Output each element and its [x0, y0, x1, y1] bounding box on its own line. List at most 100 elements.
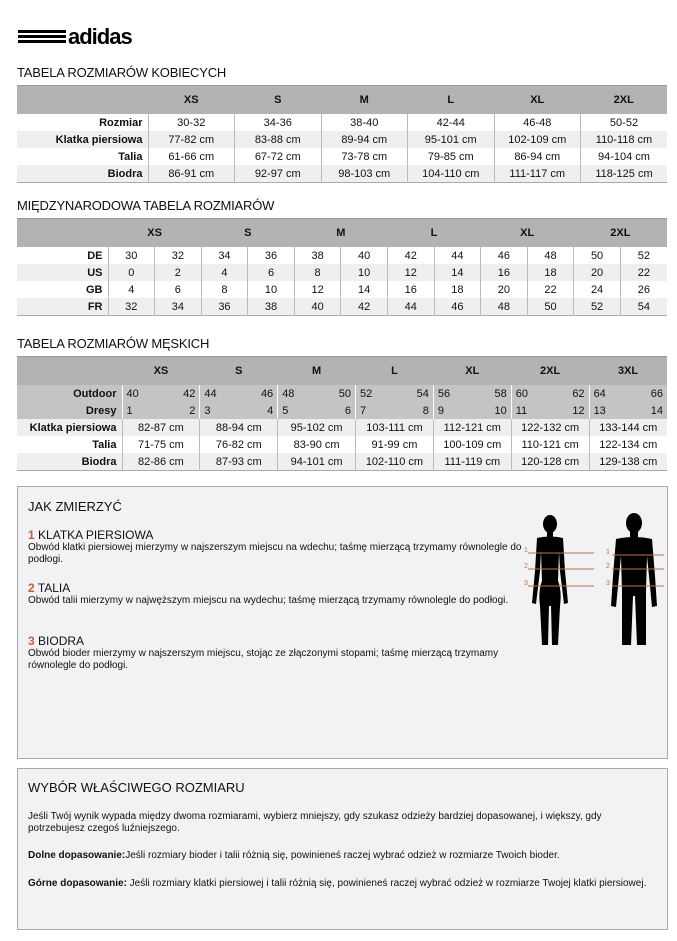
size-header: XL: [480, 218, 574, 247]
cell: 83-88 cm: [234, 131, 321, 148]
cell: 58: [472, 385, 512, 402]
cell: 40: [340, 247, 388, 264]
row-label: FR: [17, 298, 108, 316]
cell: 48: [526, 247, 574, 264]
size-header: XL: [433, 356, 512, 385]
cell: 20: [573, 264, 621, 281]
cell: 30-32: [147, 114, 235, 131]
size-header: 2XL: [511, 356, 590, 385]
size-header: L: [355, 356, 434, 385]
size-header: 2XL: [580, 85, 667, 114]
row-label: DE: [17, 247, 108, 264]
cell: 111-119 cm: [432, 453, 512, 471]
cell: 20: [480, 281, 528, 298]
cell: 104-110 cm: [407, 165, 494, 183]
row-label: Outdoor: [17, 385, 122, 402]
cell: 98-103 cm: [320, 165, 408, 183]
cell: 42: [386, 247, 435, 264]
measure-item-waist: 2 TALIA Obwód talii mierzymy w najwęższym…: [28, 581, 509, 606]
table-row: Klatka piersiowa 77-82 cm 83-88 cm 89-94 cm…: [17, 131, 667, 148]
cell: 118-125 cm: [580, 165, 667, 183]
cell: 18: [526, 264, 574, 281]
cell: 11: [510, 402, 551, 419]
intl-size-table: XS S M L XL 2XL DE 30 32 34 36 38 40 42 44 46 48 50 52 US 0 2…: [17, 218, 667, 316]
cell: 34: [154, 298, 202, 316]
cell: 50: [526, 298, 574, 316]
row-label: GB: [17, 281, 108, 298]
cell: 10: [472, 402, 512, 419]
svg-text:1: 1: [606, 549, 610, 556]
row-label: US: [17, 264, 108, 281]
size-header: L: [387, 218, 481, 247]
cell: 86-94 cm: [493, 148, 581, 165]
cell: 6: [154, 281, 202, 298]
how-to-measure-box: JAK ZMIERZYĆ 1 KLATKA PIERSIOWA Obwód kla…: [17, 486, 668, 759]
cell: 5: [277, 402, 317, 419]
cell: 46: [238, 385, 278, 402]
choose-paragraph-2: Dolne dopasowanie:Jeśli rozmiary bioder …: [28, 850, 560, 861]
size-header: XS: [108, 218, 202, 247]
cell: 92-97 cm: [234, 165, 321, 183]
cell: 122-132 cm: [510, 419, 590, 436]
cell: 40: [293, 298, 341, 316]
svg-text:adidas: adidas: [68, 24, 132, 48]
svg-text:3: 3: [606, 580, 610, 587]
cell: 12: [386, 264, 435, 281]
cell: 42-44: [407, 114, 494, 131]
cell: 13: [588, 402, 628, 419]
measure-item-hips: 3 BIODRA Obwód bioder mierzymy w najszers…: [28, 634, 499, 671]
cell: 94-101 cm: [277, 453, 356, 471]
cell: 14: [340, 281, 388, 298]
size-header: L: [407, 85, 494, 114]
row-label: Rozmiar: [17, 114, 148, 131]
table-row: Rozmiar 30-32 34-36 38-40 42-44 46-48 50-52: [17, 114, 667, 131]
cell: 44: [386, 298, 435, 316]
row-label: Biodra: [17, 165, 148, 183]
cell: 10: [340, 264, 388, 281]
cell: 111-117 cm: [493, 165, 581, 183]
cell: 129-138 cm: [588, 453, 667, 471]
cell: 46-48: [493, 114, 581, 131]
cell: 88-94 cm: [199, 419, 278, 436]
cell: 22: [526, 281, 574, 298]
female-silhouette: [532, 515, 568, 645]
cell: 6: [247, 264, 295, 281]
cell: 60: [510, 385, 551, 402]
cell: 18: [433, 281, 481, 298]
table-row: Klatka piersiowa 82-87 cm 88-94 cm 95-102 c…: [17, 419, 667, 436]
cell: 4: [238, 402, 278, 419]
adidas-logo: adidas: [18, 24, 153, 53]
cell: 62: [550, 385, 590, 402]
table-row: FR 32 34 36 38 40 42 44 46 48 50 52 54: [17, 298, 667, 316]
cell: 34: [200, 247, 248, 264]
size-header: S: [201, 218, 295, 247]
cell: 46: [433, 298, 481, 316]
cell: 102-110 cm: [355, 453, 434, 471]
size-header: M: [294, 218, 388, 247]
cell: 2: [160, 402, 200, 419]
cell: 0: [107, 264, 155, 281]
cell: 102-109 cm: [493, 131, 581, 148]
cell: 52: [573, 298, 621, 316]
intl-table-title: MIĘDZYNARODOWA TABELA ROZMIARÓW: [17, 198, 275, 213]
cell: 44: [199, 385, 239, 402]
cell: 6: [316, 402, 356, 419]
choose-paragraph-3: Górne dopasowanie: Jeśli rozmiary klatki…: [28, 878, 647, 889]
cell: 64: [588, 385, 628, 402]
cell: 8: [200, 281, 248, 298]
cell: 67-72 cm: [234, 148, 321, 165]
cell: 61-66 cm: [147, 148, 235, 165]
size-header: 2XL: [573, 218, 667, 247]
cell: 40: [121, 385, 161, 402]
cell: 56: [432, 385, 473, 402]
cell: 44: [433, 247, 481, 264]
cell: 82-87 cm: [121, 419, 200, 436]
size-header: M: [321, 85, 408, 114]
women-table-title: TABELA ROZMIARÓW KOBIECYCH: [17, 65, 227, 80]
cell: 112-121 cm: [432, 419, 512, 436]
cell: 10: [247, 281, 295, 298]
cell: 8: [394, 402, 434, 419]
cell: 94-104 cm: [580, 148, 667, 165]
header-row: XS S M L XL 2XL 3XL: [17, 356, 667, 385]
table-row: Biodra 86-91 cm 92-97 cm 98-103 cm 104-110 c…: [17, 165, 667, 183]
